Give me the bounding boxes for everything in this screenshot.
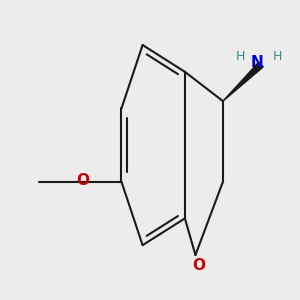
Text: H: H <box>273 50 282 64</box>
Polygon shape <box>223 62 263 101</box>
Text: O: O <box>192 258 205 273</box>
Text: O: O <box>76 173 89 188</box>
Text: H: H <box>236 50 245 64</box>
Text: N: N <box>251 55 264 70</box>
